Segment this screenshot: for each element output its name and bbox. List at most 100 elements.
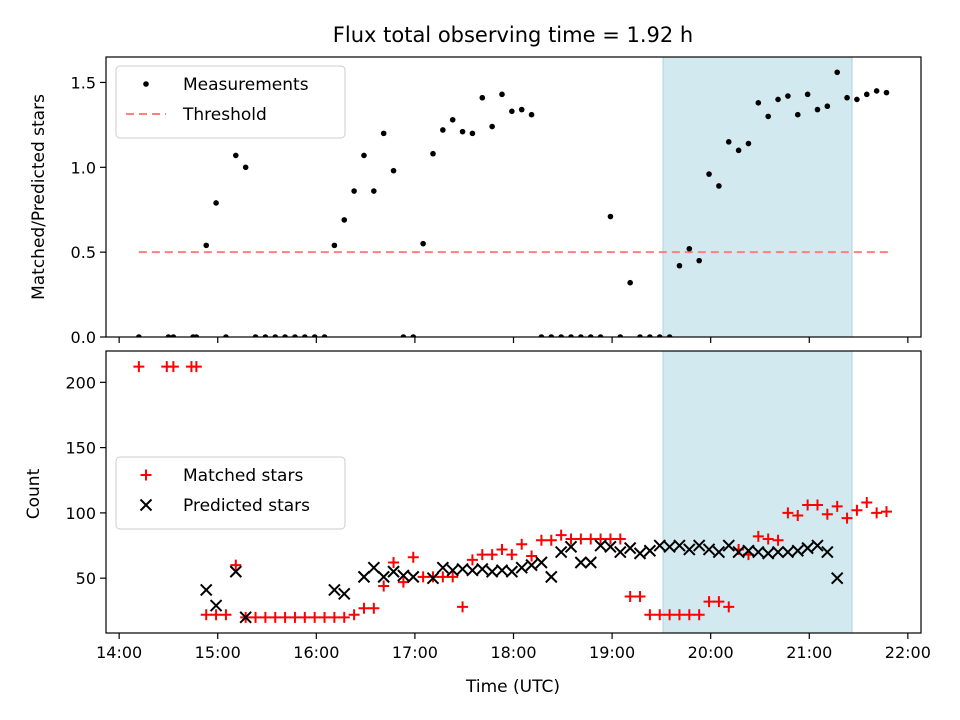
predicted-star-point [367,561,381,574]
measurement-point [824,103,831,110]
measurement-point [282,334,288,337]
predicted-star-point [200,583,213,597]
predicted-star-point [436,561,450,574]
series-measurements [136,69,890,337]
measurement-point [765,113,771,120]
measurement-point [755,100,762,106]
predicted-star-point [397,569,410,582]
matched-star-point [792,510,804,521]
matched-star-point [555,529,567,541]
predicted-star-point [643,544,657,557]
matched-star-point [762,533,774,545]
predicted-star-point [781,545,795,559]
x-tick-label: 21:00 [786,643,832,662]
predicted-star-point [673,539,686,552]
matched-star-point [140,469,152,481]
measurement-point [242,164,249,171]
measurement-point [597,334,604,337]
measurement-point [627,279,633,286]
matched-star-point [585,533,597,545]
measurement-point [213,200,219,206]
predicted-star-point [554,545,568,559]
matched-star-point [772,534,784,546]
matched-star-point [802,499,814,511]
measurement-point [233,152,239,159]
predicted-star-point [476,562,489,576]
measurement-point [302,334,308,337]
legend-label: Measurements [183,75,309,95]
measurement-point [459,128,466,135]
measurement-point [489,123,495,130]
matched-star-point [319,611,331,623]
matched-star-point [634,590,646,602]
matched-star-point [133,361,145,373]
measurement-point [321,334,328,337]
measurement-point [440,127,446,133]
measurement-point [676,262,683,269]
x-tick-label: 19:00 [589,643,635,662]
observing-window-span [662,57,853,337]
matched-star-point [486,549,498,561]
matched-star-point [723,601,735,613]
legend-label: Predicted stars [183,496,310,516]
predicted-star-point [446,564,459,577]
predicted-star-point [377,570,390,584]
matched-star-point [309,611,321,623]
y-tick-label: 1.5 [71,73,96,92]
predicted-star-point [653,539,666,552]
predicted-star-point [239,611,252,624]
predicted-star-point [535,556,548,569]
matched-star-point [811,499,823,511]
x-tick-label: 22:00 [885,643,931,662]
y-tick-label: 50 [76,569,96,588]
matched-star-point [782,507,794,519]
measurement-point [666,334,673,337]
predicted-star-point [702,543,716,556]
measurement-point [814,106,821,113]
measurement-point [311,334,318,337]
matched-star-point [417,571,429,583]
measurement-point [499,91,505,98]
predicted-star-point [663,540,676,554]
measurement-point [716,183,722,189]
measurement-point [863,91,870,98]
measurement-point [587,334,594,337]
matched-star-point [388,557,400,568]
predicted-star-point [811,539,824,552]
matched-star-point [516,538,528,550]
measurement-point [143,81,149,87]
observing-window-span [662,351,853,633]
matched-star-point [190,361,202,373]
predicted-star-point [584,556,597,569]
matched-star-point [348,609,360,621]
measurement-point [410,334,417,337]
measurement-point [351,188,357,194]
matched-star-point [506,549,518,561]
legend-label: Matched stars [183,466,303,486]
matched-star-point [407,551,419,563]
series-predicted-stars [200,539,844,624]
predicted-star-point [692,539,706,552]
matched-star-point [230,559,242,571]
measurement-point [449,116,456,123]
predicted-star-point [574,556,588,569]
matched-star-point [821,508,833,520]
matched-star-point [476,549,488,561]
y-tick-label: 1.0 [71,158,96,177]
count-panel: 50 100 150 200 14:00 15:00 16:00 17:00 18:00 19:0… [65,350,931,662]
measurement-point [509,108,515,115]
measurement-point [578,334,584,337]
y-tick-label: 200 [65,373,96,392]
predicted-star-point [357,570,371,584]
measurement-point [686,245,693,252]
measurement-point [390,167,397,174]
measurement-point [745,140,752,147]
measurement-point [400,334,407,337]
matched-star-point [447,571,459,583]
predicted-star-point [515,561,528,574]
measurement-point [775,96,781,103]
legend: Measurements Threshold [115,65,346,139]
predicted-star-point [761,547,775,560]
matched-star-point [466,554,478,566]
predicted-star-point [732,545,745,559]
